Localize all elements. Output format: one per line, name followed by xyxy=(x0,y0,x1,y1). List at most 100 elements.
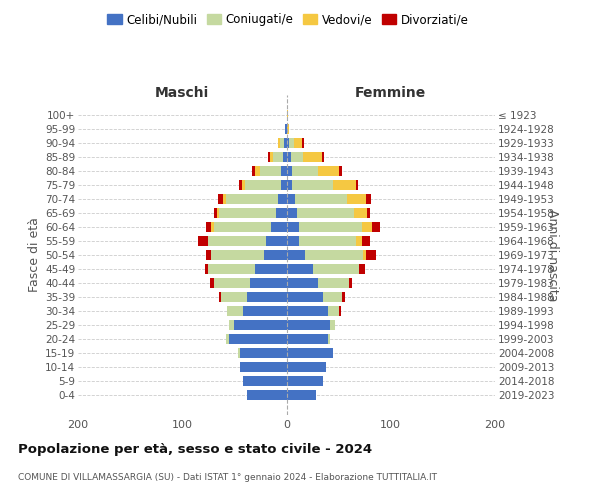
Bar xyxy=(276,208,287,218)
Y-axis label: Fasce di età: Fasce di età xyxy=(28,218,41,292)
Bar xyxy=(270,152,273,162)
Bar xyxy=(287,180,292,190)
Bar xyxy=(359,264,365,274)
Bar xyxy=(287,376,323,386)
Bar xyxy=(268,152,270,162)
Bar xyxy=(208,264,255,274)
Bar xyxy=(280,138,284,148)
Bar xyxy=(287,166,292,176)
Bar xyxy=(287,292,323,302)
Bar xyxy=(252,166,255,176)
Bar xyxy=(206,250,211,260)
Bar xyxy=(356,180,358,190)
Bar xyxy=(278,194,287,204)
Bar xyxy=(238,348,239,358)
Bar xyxy=(287,306,328,316)
Bar xyxy=(287,264,313,274)
Y-axis label: Anni di nascita: Anni di nascita xyxy=(545,209,559,301)
Bar xyxy=(239,348,287,358)
Bar xyxy=(295,194,347,204)
Bar xyxy=(342,292,345,302)
Bar xyxy=(206,222,211,232)
Bar xyxy=(297,208,354,218)
Bar xyxy=(247,390,287,400)
Bar xyxy=(318,166,338,176)
Bar xyxy=(287,208,297,218)
Bar xyxy=(229,334,287,344)
Text: Femmine: Femmine xyxy=(355,86,427,100)
Bar xyxy=(271,222,287,232)
Bar xyxy=(239,362,287,372)
Bar xyxy=(211,250,263,260)
Bar xyxy=(328,334,330,344)
Bar xyxy=(299,222,362,232)
Bar xyxy=(247,292,287,302)
Bar xyxy=(328,306,338,316)
Bar xyxy=(260,166,281,176)
Bar xyxy=(245,180,281,190)
Bar xyxy=(221,292,247,302)
Bar xyxy=(287,250,305,260)
Bar xyxy=(278,138,280,148)
Text: Maschi: Maschi xyxy=(155,86,209,100)
Text: Popolazione per età, sesso e stato civile - 2024: Popolazione per età, sesso e stato civil… xyxy=(18,442,372,456)
Bar xyxy=(242,180,245,190)
Bar xyxy=(313,264,359,274)
Bar xyxy=(287,152,290,162)
Bar xyxy=(255,264,287,274)
Bar xyxy=(362,250,366,260)
Bar xyxy=(235,320,287,330)
Bar xyxy=(287,222,299,232)
Bar xyxy=(287,138,289,148)
Bar xyxy=(226,194,278,204)
Bar xyxy=(266,236,287,246)
Bar xyxy=(243,376,287,386)
Bar xyxy=(287,278,318,288)
Bar xyxy=(347,194,366,204)
Bar xyxy=(226,334,229,344)
Bar xyxy=(219,208,276,218)
Bar xyxy=(284,138,287,148)
Bar xyxy=(290,152,303,162)
Bar xyxy=(356,236,362,246)
Bar xyxy=(255,166,260,176)
Bar xyxy=(354,208,367,218)
Bar xyxy=(287,236,299,246)
Bar xyxy=(287,334,328,344)
Bar xyxy=(367,208,370,218)
Bar xyxy=(338,166,342,176)
Bar xyxy=(294,138,302,148)
Bar xyxy=(239,180,242,190)
Bar xyxy=(287,362,326,372)
Bar xyxy=(289,138,294,148)
Bar xyxy=(303,152,322,162)
Bar xyxy=(287,194,295,204)
Bar xyxy=(292,180,334,190)
Bar xyxy=(227,306,243,316)
Bar xyxy=(287,348,334,358)
Bar xyxy=(211,278,214,288)
Bar xyxy=(349,278,352,288)
Bar xyxy=(362,236,370,246)
Bar xyxy=(372,222,380,232)
Bar xyxy=(287,124,289,134)
Bar xyxy=(318,278,349,288)
Bar xyxy=(362,222,372,232)
Bar xyxy=(218,194,223,204)
Bar xyxy=(292,166,318,176)
Bar xyxy=(281,180,287,190)
Bar xyxy=(214,222,271,232)
Bar xyxy=(217,208,219,218)
Text: COMUNE DI VILLAMASSARGIA (SU) - Dati ISTAT 1° gennaio 2024 - Elaborazione TUTTIT: COMUNE DI VILLAMASSARGIA (SU) - Dati IST… xyxy=(18,472,437,482)
Bar xyxy=(338,306,341,316)
Legend: Celibi/Nubili, Coniugati/e, Vedovi/e, Divorziati/e: Celibi/Nubili, Coniugati/e, Vedovi/e, Di… xyxy=(103,8,473,31)
Bar xyxy=(198,236,208,246)
Bar xyxy=(263,250,287,260)
Bar xyxy=(208,236,266,246)
Bar xyxy=(334,180,356,190)
Bar xyxy=(286,124,287,134)
Bar xyxy=(323,292,342,302)
Bar xyxy=(283,152,287,162)
Bar xyxy=(223,194,226,204)
Bar xyxy=(219,292,221,302)
